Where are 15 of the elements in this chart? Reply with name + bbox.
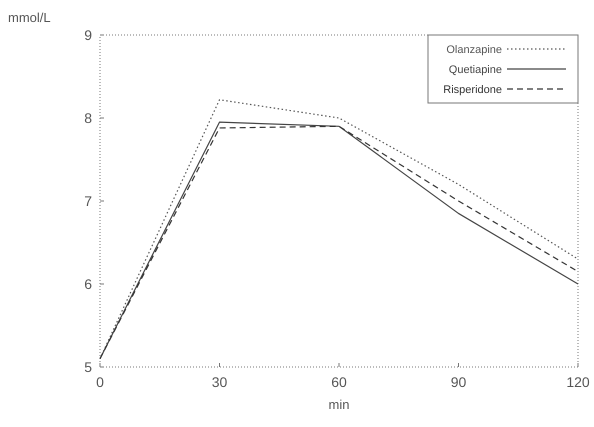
x-tick-label: 30 <box>212 374 228 390</box>
x-axis-title: min <box>328 397 350 412</box>
x-tick-label: 120 <box>566 374 590 390</box>
y-tick-label: 7 <box>84 193 92 209</box>
y-axis-title: mmol/L <box>8 10 51 25</box>
x-tick-label: 0 <box>96 374 104 390</box>
x-tick-label: 90 <box>450 374 466 390</box>
y-tick-label: 5 <box>84 359 92 375</box>
y-tick-label: 8 <box>84 110 92 126</box>
text: Risperidone <box>443 84 502 96</box>
text: Olanzapine <box>446 44 502 56</box>
text: Quetiapine <box>448 64 502 76</box>
y-tick-label: 9 <box>84 27 92 43</box>
x-tick-label: 60 <box>331 374 347 390</box>
y-tick-label: 6 <box>84 276 92 292</box>
